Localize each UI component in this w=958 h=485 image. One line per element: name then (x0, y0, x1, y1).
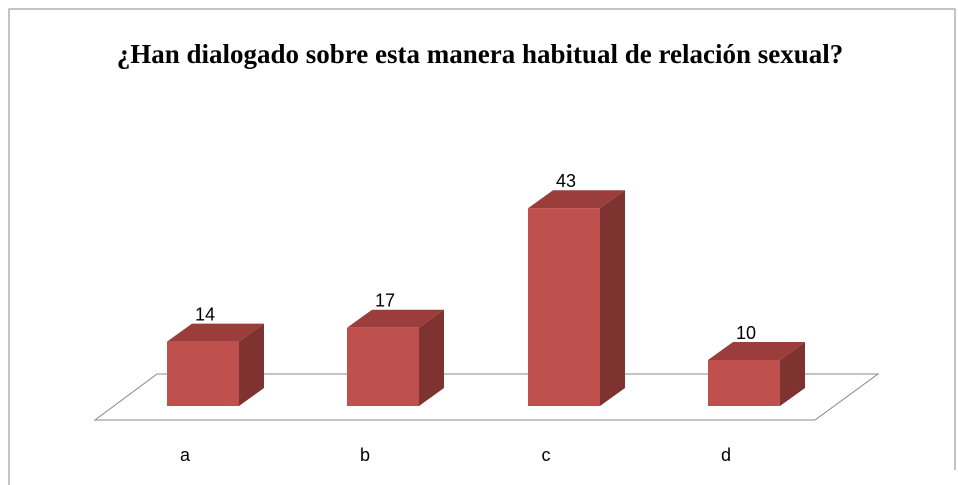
bar-top (347, 309, 444, 328)
data-label: 14 (195, 304, 215, 324)
chart-title: ¿Han dialogado sobre esta manera habitua… (116, 39, 844, 69)
bar (167, 341, 239, 406)
bar-top (708, 342, 805, 360)
bar-top (528, 190, 625, 209)
bar-side (239, 323, 264, 406)
x-tick-label: c (542, 445, 551, 465)
floor (93, 373, 880, 421)
bar (528, 208, 600, 406)
data-label: 43 (556, 171, 576, 191)
x-tick-label: b (360, 445, 370, 465)
x-tick-label: d (721, 445, 731, 465)
bar-top (167, 323, 264, 342)
bar-side (419, 309, 444, 406)
x-tick-label: a (180, 445, 191, 465)
bar (347, 327, 419, 406)
bar-side (600, 190, 625, 406)
bar (708, 360, 780, 406)
chart-border (8, 8, 956, 485)
data-label: 10 (736, 323, 756, 343)
data-label: 17 (375, 291, 395, 311)
bar-side (780, 342, 805, 406)
